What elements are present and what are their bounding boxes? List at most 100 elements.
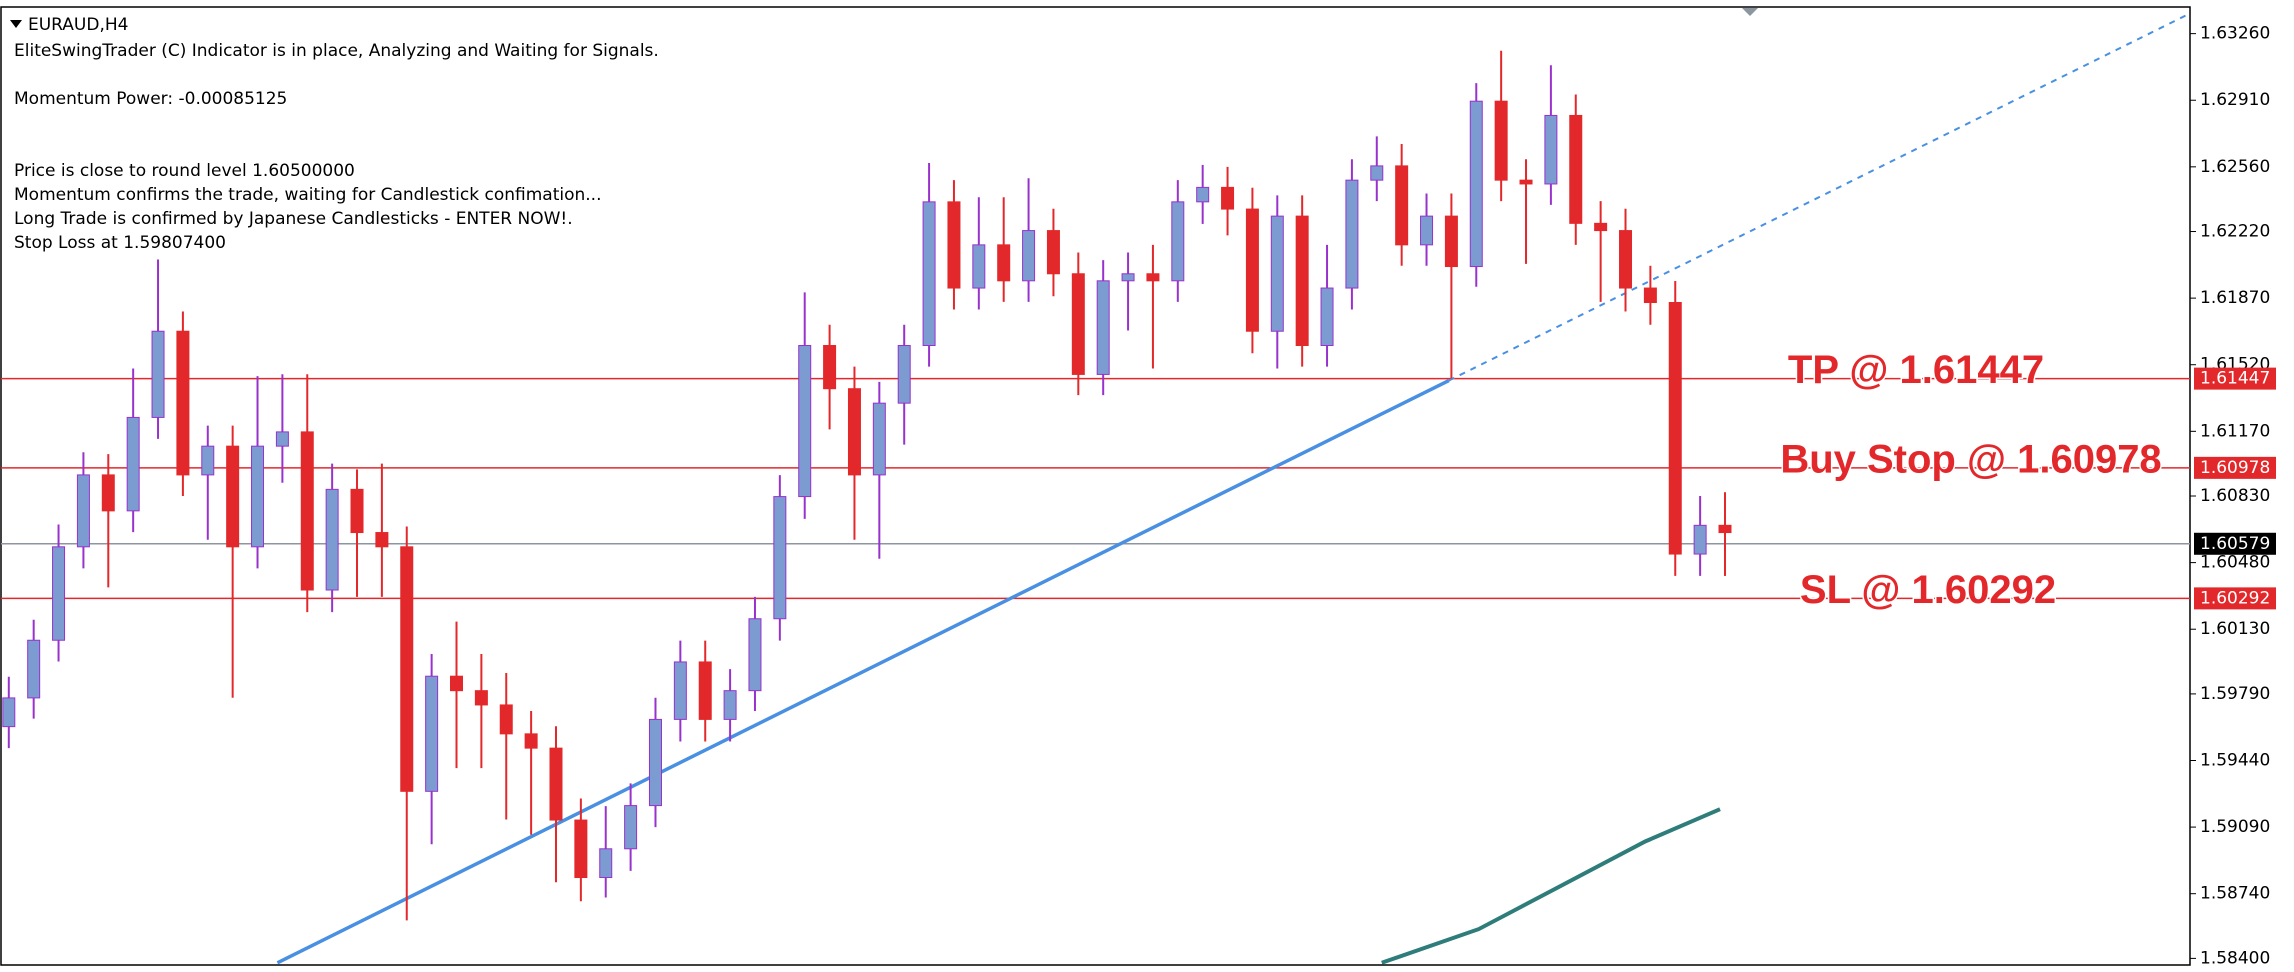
candle-body [1444, 215, 1458, 268]
candle-body [947, 201, 961, 289]
ma-line [1381, 807, 1721, 965]
y-tick-label: 1.62220 [2200, 222, 2270, 242]
candle-body [1270, 215, 1284, 332]
level-price-label: 1.60978 [2200, 458, 2270, 478]
title-arrow [10, 20, 22, 28]
candle-body [599, 848, 613, 879]
candle-body [1022, 230, 1036, 282]
candle-body [922, 201, 936, 347]
level-annotation: TP @ 1.61447 [1788, 348, 2044, 392]
candle-body [1196, 186, 1210, 203]
y-tick-label: 1.59090 [2200, 817, 2270, 837]
y-tick-label: 1.59790 [2200, 684, 2270, 704]
y-tick-label: 1.60130 [2200, 619, 2270, 639]
candle-body [847, 388, 861, 476]
level-annotation: Buy Stop @ 1.60978 [1780, 437, 2161, 481]
candle-body [624, 805, 638, 850]
candle-body [76, 474, 90, 548]
candle-body [648, 718, 662, 807]
candle-body [325, 488, 339, 591]
y-tick-label: 1.59440 [2200, 751, 2270, 771]
candle-body [723, 690, 737, 720]
candle-body [1395, 165, 1409, 246]
candle-body [1544, 114, 1558, 185]
level-price-box [2194, 456, 2276, 479]
candle-body [872, 402, 886, 476]
chart-title: EURAUD,H4 [28, 15, 128, 35]
trendline [1448, 13, 2189, 382]
current-price-box [2194, 532, 2276, 555]
level-price-box [2194, 587, 2276, 610]
indicator-note: Momentum confirms the trade, waiting for… [14, 185, 601, 205]
candle-body [1046, 230, 1060, 275]
candle-body [1668, 302, 1682, 555]
level-annotation: SL @ 1.60292 [1800, 568, 2056, 612]
candle-body [1146, 273, 1160, 282]
candle-body [101, 474, 115, 512]
y-tick-label: 1.60480 [2200, 553, 2270, 573]
candle-body [1245, 208, 1259, 332]
shift-marker [1742, 8, 1758, 16]
candle-body [574, 819, 588, 879]
candle-body [698, 661, 712, 720]
y-tick-label: 1.62560 [2200, 157, 2270, 177]
candle-body [1469, 100, 1483, 268]
candle-body [474, 690, 488, 706]
level-price-box [2194, 367, 2276, 390]
candle-body [1594, 222, 1608, 232]
indicator-note: Momentum Power: -0.00085125 [14, 89, 287, 109]
candle-body [773, 496, 787, 620]
candle-body [1643, 287, 1657, 304]
candle-body [997, 244, 1011, 282]
candle-body [673, 661, 687, 720]
candle-body [1519, 179, 1533, 185]
candle-body [450, 675, 464, 692]
y-tick-label: 1.58400 [2200, 948, 2270, 968]
candle-body [1320, 287, 1334, 347]
candle-body [1121, 273, 1135, 282]
candle-body [27, 639, 41, 699]
candle-body [1171, 201, 1185, 282]
candle-body [798, 345, 812, 498]
candle-body [126, 416, 140, 512]
candle-body [499, 704, 513, 735]
plot-frame [0, 6, 2191, 966]
y-tick-label: 1.61170 [2200, 421, 2270, 441]
candle-body [52, 546, 66, 641]
indicator-note: Stop Loss at 1.59807400 [14, 233, 226, 253]
candle-body [1494, 100, 1508, 181]
level-price-label: 1.61447 [2200, 369, 2270, 389]
candle-body [748, 618, 762, 692]
candle-body [823, 345, 837, 390]
candle-body [1718, 524, 1732, 534]
candle-body [1693, 524, 1707, 555]
candle-body [1420, 215, 1434, 246]
trendline [276, 378, 1450, 965]
candle-body [251, 445, 265, 548]
current-price-label: 1.60579 [2200, 534, 2270, 554]
candle-body [300, 431, 314, 591]
y-tick-label: 1.60830 [2200, 486, 2270, 506]
candle-body [275, 431, 289, 447]
candle-body [972, 244, 986, 289]
y-tick-label: 1.61870 [2200, 288, 2270, 308]
candle-body [524, 733, 538, 749]
candle-body [1221, 186, 1235, 210]
candle-body [176, 330, 190, 476]
candle-body [1345, 179, 1359, 289]
level-price-label: 1.60292 [2200, 588, 2270, 608]
candle-body [400, 546, 414, 792]
indicator-note: Long Trade is confirmed by Japanese Cand… [14, 209, 573, 229]
candle-body [1071, 273, 1085, 375]
y-tick-label: 1.62910 [2200, 90, 2270, 110]
indicator-note: Price is close to round level 1.60500000 [14, 161, 355, 181]
candle-body [1619, 230, 1633, 289]
y-tick-label: 1.58740 [2200, 884, 2270, 904]
candle-body [549, 747, 563, 821]
candle-body [1096, 280, 1110, 375]
candle-body [1370, 165, 1384, 181]
candle-body [350, 488, 364, 534]
candle-body [425, 675, 439, 792]
candle-body [1569, 114, 1583, 224]
